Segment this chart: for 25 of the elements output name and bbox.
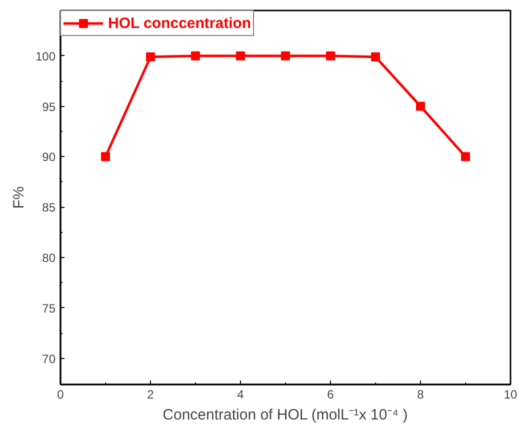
point: [236, 51, 245, 60]
point: [461, 152, 470, 162]
point: [326, 51, 335, 60]
y-tick-label: 95: [42, 100, 56, 114]
x-tick-label: 4: [237, 388, 244, 402]
x-tick-label: 8: [417, 388, 424, 402]
point: [146, 52, 155, 62]
y-tick-label: 85: [42, 200, 56, 215]
x-axis-title: Concentration of HOL (molL⁻¹x 10⁻⁴ ): [162, 406, 408, 424]
y-tick-label: 100: [35, 49, 56, 64]
legend-label: HOL conccentration: [108, 14, 252, 32]
x-tick-label: 0: [57, 388, 64, 402]
y-tick-label: 80: [42, 250, 56, 265]
x-tick-label: 6: [327, 388, 334, 402]
point: [191, 51, 200, 60]
point: [281, 51, 290, 60]
x-tick-label: 2: [147, 388, 154, 402]
point: [101, 152, 110, 162]
point: [416, 102, 425, 111]
x-tick-label: 10: [504, 388, 518, 402]
point: [371, 52, 380, 62]
y-tick-label: 75: [42, 301, 56, 316]
y-axis-title: F%: [10, 186, 28, 209]
y-tick-label: 90: [42, 150, 56, 164]
y-tick-label: 70: [42, 352, 56, 366]
